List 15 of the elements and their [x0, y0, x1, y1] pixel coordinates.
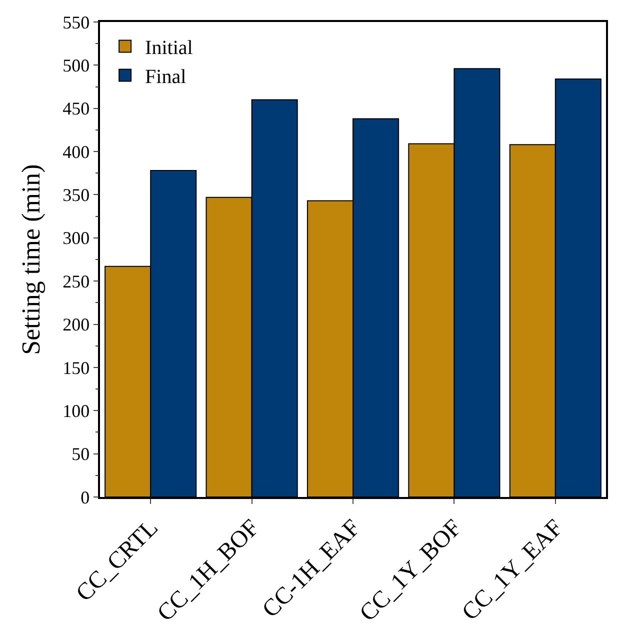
y-axis-title: Setting time (min)	[16, 164, 46, 355]
y-tick-label: 100	[62, 400, 90, 421]
y-tick-label: 200	[62, 314, 90, 335]
y-tick-label: 50	[72, 444, 90, 464]
legend-label: Initial	[145, 37, 194, 60]
y-tick-label: 550	[62, 12, 90, 32]
y-tick-label: 400	[62, 142, 90, 162]
y-tick-label: 350	[62, 185, 90, 206]
y-tick-label: 450	[62, 98, 90, 119]
y-tick-label: 500	[62, 55, 90, 76]
legend-label: Final	[145, 66, 187, 88]
y-tick-label: 0	[80, 487, 90, 508]
y-tick-label: 250	[62, 271, 90, 292]
y-tick-label: 300	[62, 228, 90, 248]
y-tick-label: 150	[62, 358, 90, 378]
